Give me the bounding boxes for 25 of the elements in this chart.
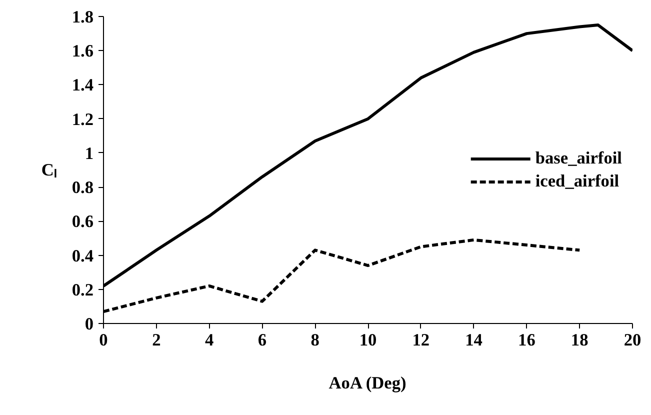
x-tick-label: 0 (99, 330, 108, 350)
y-tick-label: 0.4 (72, 246, 94, 266)
x-tick-label: 16 (518, 330, 536, 350)
x-tick-label: 2 (152, 330, 161, 350)
y-axis-title: Cₗ (41, 160, 57, 180)
y-tick-label: 1.6 (72, 42, 94, 61)
x-axis-title: AoA (Deg) (328, 374, 406, 392)
x-tick-label: 20 (624, 330, 642, 350)
x-tick-label: 12 (412, 330, 430, 350)
legend-label: iced_airfoil (535, 171, 620, 191)
y-tick-label: 0.2 (72, 280, 94, 300)
y-tick-label: 1.4 (72, 76, 94, 95)
x-tick-label: 10 (359, 330, 377, 350)
y-tick-label: 0.8 (72, 178, 94, 198)
y-tick-label: 1.8 (72, 8, 94, 26)
y-tick-label: 0.6 (72, 212, 94, 232)
y-tick-label: 1 (84, 144, 94, 163)
y-tick-label: 1.2 (72, 110, 94, 129)
x-tick-label: 14 (465, 330, 483, 350)
legend-label: base_airfoil (535, 148, 622, 168)
x-tick-label: 4 (204, 330, 214, 350)
x-tick-label: 18 (570, 330, 589, 350)
y-tick-label: 0 (84, 314, 94, 334)
x-tick-label: 8 (310, 330, 320, 350)
x-tick-label: 6 (258, 330, 267, 350)
